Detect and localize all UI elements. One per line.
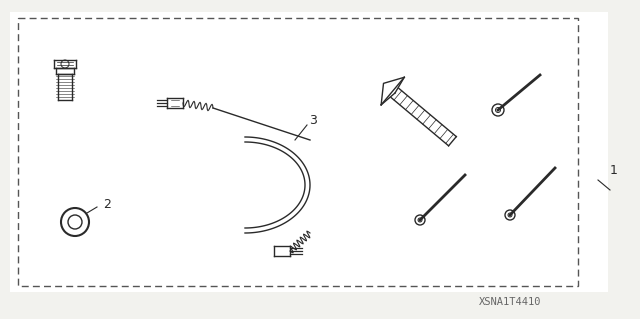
Text: 1: 1 bbox=[610, 164, 618, 176]
Bar bbox=[10, 12, 608, 292]
Text: XSNA1T4410: XSNA1T4410 bbox=[479, 297, 541, 307]
Bar bbox=[18, 18, 578, 286]
Text: 3: 3 bbox=[309, 114, 317, 127]
Text: 2: 2 bbox=[103, 197, 111, 211]
Bar bbox=[10, 12, 608, 292]
